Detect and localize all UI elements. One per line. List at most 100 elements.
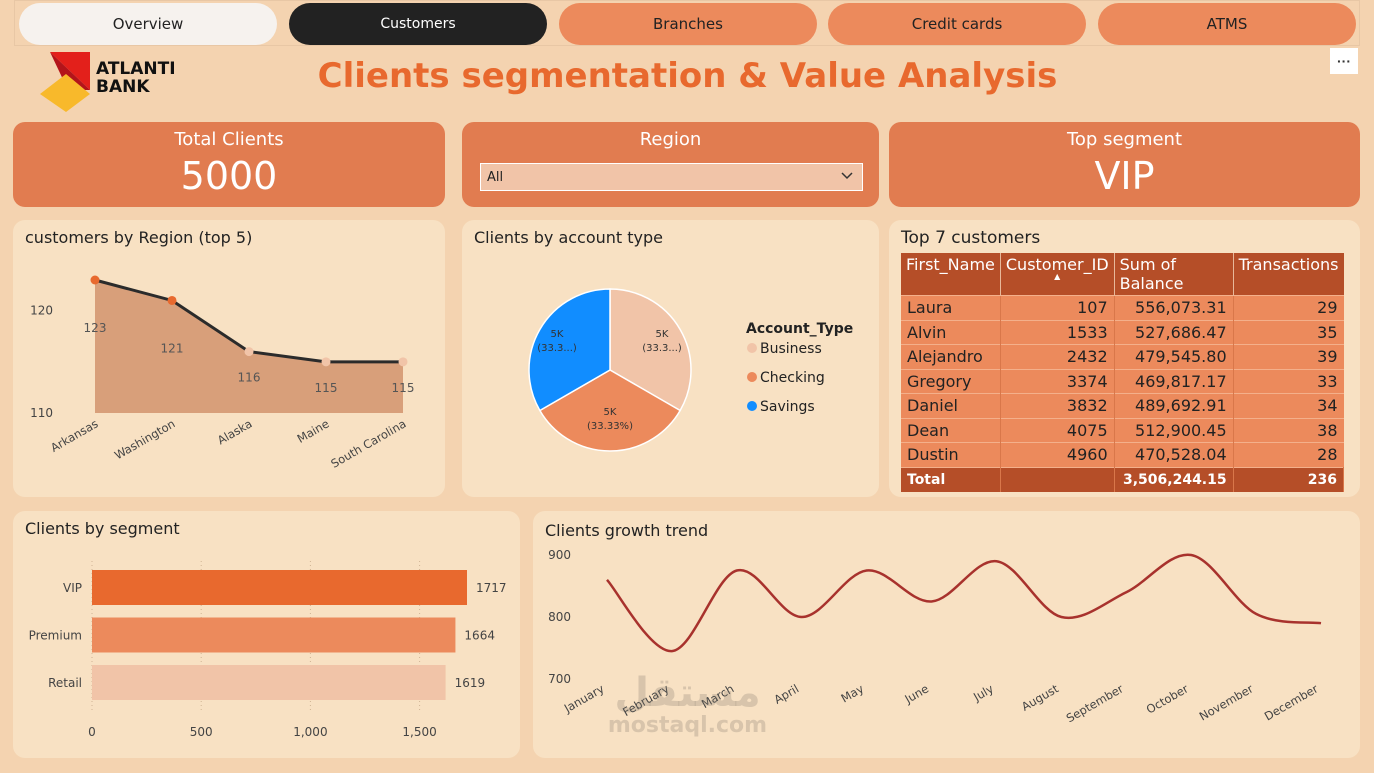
table-cell: Dustin — [901, 442, 1001, 467]
logo-mark-icon — [40, 52, 90, 112]
pie-slice-checking[interactable] — [538, 369, 682, 452]
table-cell: 1533 — [1000, 319, 1115, 345]
bar-vip[interactable] — [92, 570, 467, 605]
kpi-label: Top segment — [1066, 129, 1183, 150]
legend-entry[interactable]: Savings — [760, 399, 815, 415]
data-point[interactable] — [244, 347, 254, 357]
tab-overview[interactable]: Overview — [19, 3, 277, 45]
watermark-arabic: مستقل — [614, 670, 761, 716]
x-tick-label: South Carolina — [328, 416, 408, 470]
table-row[interactable]: Dean 4075 512,900.45 38 — [901, 417, 1344, 443]
total-cell: 3,506,244.15 — [1114, 466, 1234, 492]
logo-line2: BANK — [96, 77, 150, 97]
region-slicer: Region All — [462, 122, 879, 207]
x-tick-label: Maine — [295, 416, 332, 445]
bar-premium[interactable] — [92, 617, 456, 653]
table-cell: 469,817.17 — [1114, 368, 1234, 394]
slice-label: 5K — [656, 329, 669, 340]
x-tick-label: 1,500 — [402, 725, 436, 739]
table-cell: 556,073.31 — [1114, 295, 1234, 320]
x-tick-label: September — [1064, 681, 1126, 725]
chart-title: Clients by account type — [474, 228, 664, 247]
account-type-panel: Clients by account type 5K (33.3...) 5K (33… — [462, 220, 879, 497]
x-tick-label: May — [839, 681, 867, 705]
y-tick-label: Retail — [48, 676, 82, 690]
tab-credit-cards[interactable]: Credit cards — [828, 3, 1086, 45]
x-tick-label: June — [901, 681, 931, 706]
data-label: 123 — [84, 321, 107, 335]
chevron-down-icon — [840, 168, 854, 186]
table-row[interactable]: Gregory 3374 469,817.17 33 — [901, 368, 1344, 394]
column-header-customer-id[interactable]: Customer_ID ▲ — [1000, 253, 1115, 296]
region-chart-panel: customers by Region (top 5) 120 110 123 Ark… — [13, 220, 445, 497]
x-tick-label: 1,000 — [293, 725, 327, 739]
more-options-button[interactable]: ··· — [1330, 48, 1358, 74]
top-customers-panel: Top 7 customers First_Name Customer_ID ▲ … — [889, 220, 1360, 497]
chart-title: Clients growth trend — [545, 521, 709, 540]
table-cell: 107 — [1000, 295, 1115, 320]
data-label: 1619 — [455, 676, 486, 690]
data-point[interactable] — [321, 357, 331, 367]
data-point[interactable] — [398, 357, 408, 367]
x-tick-label: April — [771, 681, 801, 706]
area-fill — [95, 280, 403, 413]
kpi-top-segment: Top segment VIP — [889, 122, 1360, 207]
table-cell: 3374 — [1000, 368, 1115, 394]
pie-slice-business[interactable] — [609, 288, 692, 412]
kpi-total-clients: Total Clients 5000 — [13, 122, 445, 207]
slice-label: (33.3...) — [642, 343, 682, 354]
slice-label: 5K — [604, 407, 617, 418]
region-area-chart: 120 110 123 Arkansas 121 Washington 116 Alaska 1… — [30, 275, 414, 471]
legend-entry[interactable]: Business — [760, 341, 822, 357]
legend-title: Account_Type — [746, 321, 853, 337]
column-header-first-name[interactable]: First_Name — [901, 253, 1001, 296]
region-dropdown[interactable]: All — [480, 163, 863, 191]
x-tick-label: 0 — [88, 725, 96, 739]
column-header-transactions[interactable]: Transactions — [1233, 253, 1344, 296]
table-cell: 34 — [1233, 393, 1344, 418]
legend-swatch — [747, 372, 757, 382]
slice-label: 5K — [551, 329, 564, 340]
data-point[interactable] — [90, 275, 100, 285]
total-cell: 236 — [1233, 466, 1345, 492]
x-tick-label: December — [1262, 681, 1321, 723]
pie-slice-savings[interactable] — [528, 288, 611, 412]
x-tick-label: 500 — [190, 725, 213, 739]
data-label: 115 — [315, 381, 338, 395]
table-row[interactable]: Alvin 1533 527,686.47 35 — [901, 319, 1344, 345]
column-header-sum-balance[interactable]: Sum of Balance — [1114, 253, 1234, 296]
data-point[interactable] — [167, 295, 177, 305]
table-cell: Laura — [901, 295, 1001, 320]
y-tick-label: 800 — [548, 610, 571, 624]
table-cell: 29 — [1233, 295, 1344, 320]
table-cell: Gregory — [901, 368, 1001, 394]
logo-line1: ATLANTI — [96, 59, 176, 79]
table-row[interactable]: Daniel 3832 489,692.91 34 — [901, 393, 1344, 418]
series-line[interactable] — [606, 553, 1322, 653]
tab-customers[interactable]: Customers — [289, 3, 547, 45]
chart-title: customers by Region (top 5) — [25, 228, 253, 247]
growth-trend-panel: Clients growth trend 900 800 700 January Feb… — [533, 511, 1360, 758]
bar-retail[interactable] — [92, 665, 446, 700]
y-tick-label: 110 — [30, 406, 53, 420]
y-tick-label: 120 — [30, 304, 53, 318]
watermark-latin: mostaql.com — [607, 713, 768, 738]
table-cell: 35 — [1233, 319, 1344, 345]
table-cell: 512,900.45 — [1114, 417, 1234, 443]
table-cell: 28 — [1233, 442, 1344, 467]
bank-logo: ATLANTI BANK — [38, 52, 188, 112]
table-title: Top 7 customers — [901, 228, 1041, 248]
y-tick-label: 700 — [548, 672, 571, 686]
table-header-row: First_Name Customer_ID ▲ Sum of Balance T… — [901, 253, 1344, 296]
tab-atms[interactable]: ATMS — [1098, 3, 1356, 45]
x-tick-label: Arkansas — [48, 416, 100, 454]
table-cell: 38 — [1233, 417, 1344, 443]
sort-ascending-icon: ▲ — [1054, 272, 1061, 281]
tab-branches[interactable]: Branches — [559, 3, 817, 45]
table-cell: Alejandro — [901, 344, 1001, 369]
table-row[interactable]: Laura 107 556,073.31 29 — [901, 295, 1344, 320]
segment-chart-panel: Clients by segment 0 500 1,000 1,500 VIP 1717… — [13, 511, 520, 758]
legend-entry[interactable]: Checking — [760, 370, 825, 386]
table-row[interactable]: Dustin 4960 470,528.04 28 — [901, 442, 1344, 467]
table-row[interactable]: Alejandro 2432 479,545.80 39 — [901, 344, 1344, 369]
